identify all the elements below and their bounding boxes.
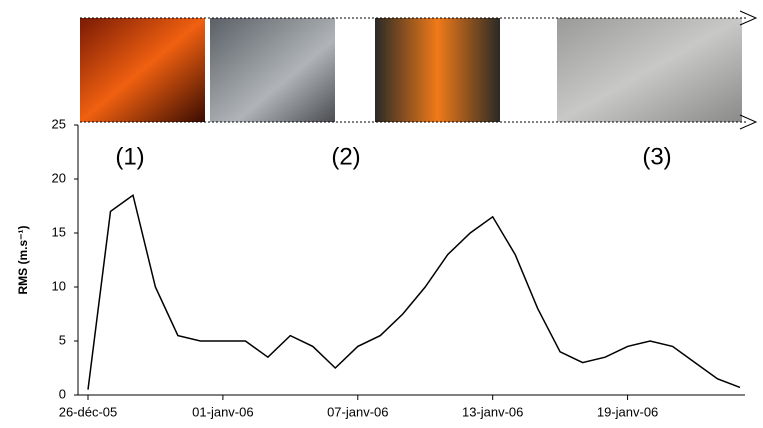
y-tick-label: 5 [59,332,66,347]
y-tick-label: 10 [52,278,66,293]
annotation: (3) [642,143,671,170]
annotation: (1) [115,143,144,170]
x-tick-label: 07-janv-06 [327,404,388,419]
photo [557,18,742,122]
photo [80,18,205,122]
x-tick-label: 01-janv-06 [192,404,253,419]
arrow-head [739,10,758,130]
annotation: (2) [331,143,360,170]
photo-strip [80,10,758,130]
series-line [87,193,741,390]
x-tick-label: 26-déc-05 [59,404,118,419]
y-tick-label: 25 [52,116,66,131]
x-tick-label: 19-janv-06 [597,404,658,419]
photo [210,18,335,122]
y-tick-label: 15 [52,224,66,239]
y-tick-label: 0 [59,386,66,401]
photo [375,18,500,122]
y-tick-label: 20 [52,170,66,185]
y-axis-label: RMS (m.s⁻¹) [16,225,30,294]
x-tick-label: 13-janv-06 [462,404,523,419]
